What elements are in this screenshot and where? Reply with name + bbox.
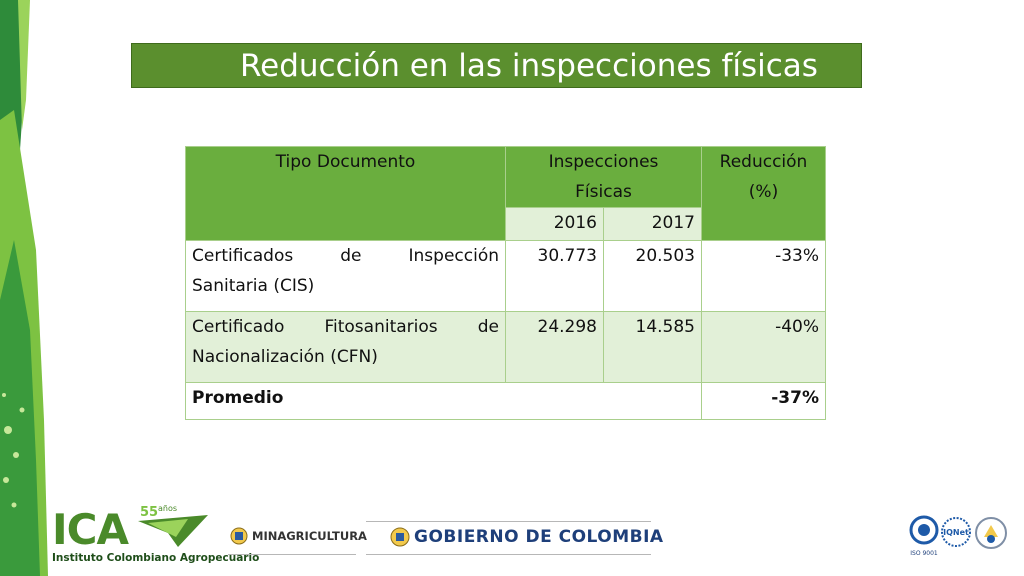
- header-year-2017: 2017: [603, 207, 702, 241]
- quality-seal-icon: [975, 517, 1007, 549]
- page-title: Reducción en las inspecciones físicas: [240, 48, 818, 84]
- anniversary-word: años: [158, 504, 177, 513]
- row-reduccion: -40%: [701, 311, 826, 383]
- row-reduccion: -33%: [701, 240, 826, 312]
- header-reduccion-line2: (%): [748, 182, 779, 202]
- table-subheader-row: 2016 2017: [186, 207, 826, 241]
- ica-subtitle: Instituto Colombiano Agropecuario: [52, 552, 260, 564]
- footer-divider: [228, 554, 356, 555]
- anniversary-number: 55: [140, 505, 158, 520]
- header-tipo-documento: Tipo Documento: [185, 146, 506, 241]
- coat-of-arms-icon: [390, 527, 410, 547]
- row-tipo-line1: Certificado Fitosanitarios de: [192, 317, 499, 337]
- table-row: Certificado Fitosanitarios de Nacionaliz…: [185, 311, 826, 383]
- inspection-table: Tipo Documento Inspecciones Físicas Redu…: [185, 146, 826, 420]
- row-tipo-cis: Certificados de Inspección Sanitaria (CI…: [185, 240, 506, 312]
- table-header-row: Tipo Documento Inspecciones Físicas Redu…: [185, 146, 826, 241]
- promedio-value: -37%: [701, 382, 826, 420]
- header-reduccion-line1: Reducción: [719, 152, 808, 172]
- row-value-2016: 24.298: [505, 311, 604, 383]
- promedio-label: Promedio: [185, 382, 702, 420]
- row-tipo-cfn: Certificado Fitosanitarios de Nacionaliz…: [185, 311, 506, 383]
- table-row-promedio: Promedio -37%: [185, 382, 826, 420]
- header-reduccion: Reducción (%): [701, 146, 826, 241]
- row-tipo-line2: Nacionalización (CFN): [192, 347, 378, 367]
- header-inspecciones-fisicas: Inspecciones Físicas: [505, 146, 702, 208]
- iqnet-label: IQNet: [943, 528, 969, 537]
- ica-anniversary-mark-icon: 55 años: [138, 504, 208, 547]
- iqnet-certification-icon: IQNet: [941, 517, 971, 547]
- coat-of-arms-icon: [230, 527, 248, 545]
- table-row: Certificados de Inspección Sanitaria (CI…: [185, 240, 826, 312]
- row-value-2017: 14.585: [603, 311, 702, 383]
- left-decorative-band: [0, 0, 48, 576]
- government-name: GOBIERNO DE COLOMBIA: [414, 527, 664, 547]
- header-inspecciones-line2: Físicas: [575, 182, 632, 202]
- iso-label: ISO 9001: [910, 550, 938, 557]
- header-inspecciones-line1: Inspecciones: [548, 152, 659, 172]
- ministry-name: MINAGRICULTURA: [252, 529, 367, 543]
- row-tipo-line1: Certificados de Inspección: [192, 246, 499, 266]
- footer-divider: [366, 521, 651, 522]
- ica-logo: ICA 55 años Instituto Colombiano Agropec…: [52, 503, 259, 567]
- row-tipo-line2: Sanitaria (CIS): [192, 276, 315, 296]
- minagricultura-logo: MINAGRICULTURA: [228, 521, 367, 555]
- header-year-2016: 2016: [505, 207, 604, 241]
- gobierno-logo: GOBIERNO DE COLOMBIA: [366, 521, 663, 555]
- title-bar: Reducción en las inspecciones físicas: [131, 43, 862, 88]
- footer-divider: [366, 554, 651, 555]
- ica-logo-text: ICA: [52, 505, 129, 554]
- row-value-2016: 30.773: [505, 240, 604, 312]
- row-value-2017: 20.503: [603, 240, 702, 312]
- iso-certification-icon: ISO 9001: [909, 515, 939, 557]
